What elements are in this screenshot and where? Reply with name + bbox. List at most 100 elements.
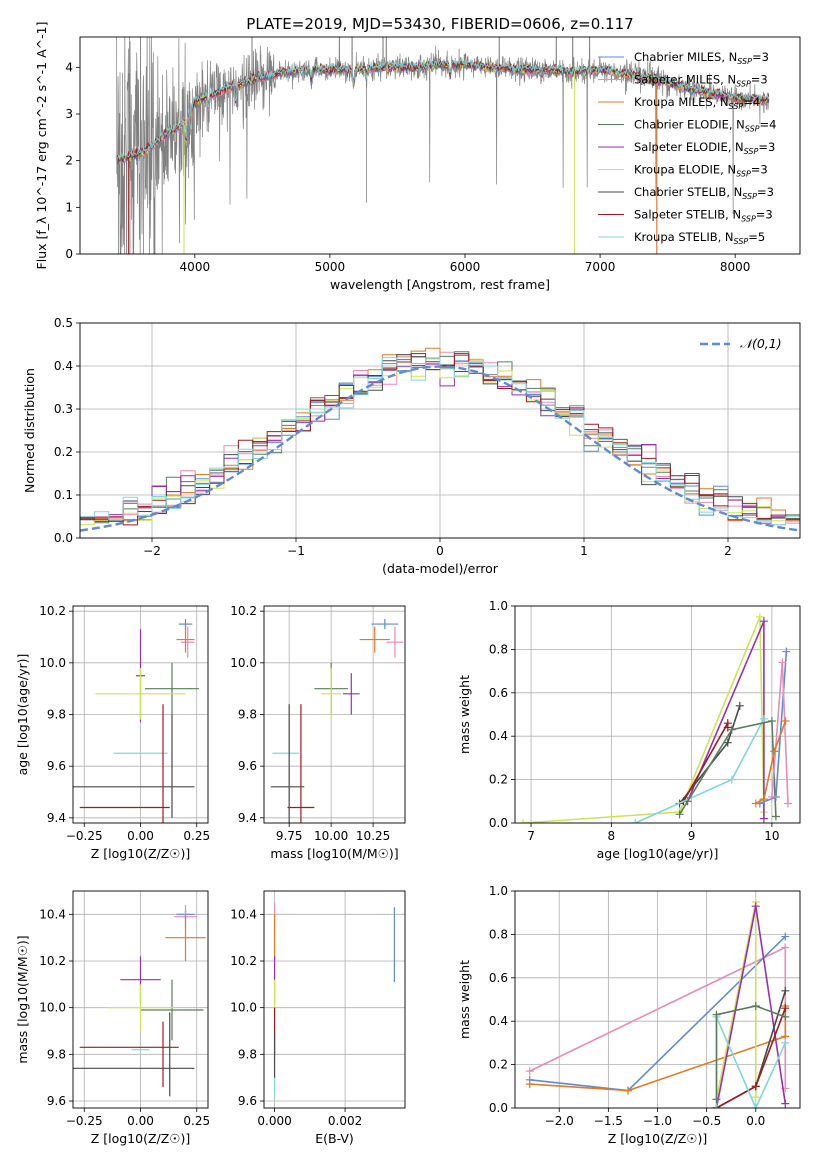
errorbar-point [106, 984, 175, 1031]
x-axis-label: age [log10(age/yr)] [597, 846, 719, 861]
weight-marker [778, 658, 787, 667]
y-tick-label: 0.6 [489, 971, 508, 985]
x-axis-label: Z [log10(Z/Z☉)] [91, 846, 191, 861]
weight-marker [781, 1099, 790, 1108]
y-tick-label: 10.0 [39, 656, 66, 670]
weight-series-line [682, 720, 729, 802]
y-tick-label: 0 [65, 247, 73, 261]
weight-marker [759, 795, 768, 804]
x-tick-label: −2 [143, 544, 161, 558]
y-tick-label: 9.6 [238, 759, 257, 773]
y-tick-label: 10.4 [39, 907, 66, 921]
weight-marker [781, 1012, 790, 1021]
errorbar-point [145, 662, 199, 715]
panel-weight-vs-age: 7 8 9 10 0.0 0.2 0.4 0.6 0.8 1.0 age [log10(age/yr… [457, 599, 801, 861]
x-tick-label: 0.00 [127, 1114, 154, 1128]
x-tick-label: 1 [580, 544, 588, 558]
legend-label: Salpeter ELODIE, NSSP=3 [634, 140, 775, 156]
y-axis-label: mass weight [457, 675, 472, 754]
axes-frame [72, 890, 209, 1109]
y-axis-label: mass weight [457, 960, 472, 1039]
x-tick-label: −2.0 [545, 1114, 574, 1128]
legend-label: 𝒩(0,1) [740, 336, 782, 351]
y-tick-label: 0.5 [54, 316, 73, 330]
weight-marker [782, 647, 791, 656]
y-tick-label: 1.0 [489, 599, 508, 613]
plot-area-spectrum [116, 37, 770, 254]
y-tick-label: 0.4 [54, 359, 73, 373]
weight-marker [781, 932, 790, 941]
model-spectrum [116, 57, 770, 163]
observed-spectrum [116, 37, 770, 254]
y-tick-label: 9.8 [238, 1047, 257, 1061]
x-tick-label: 5000 [315, 260, 346, 274]
y-tick-label: 0.2 [489, 773, 508, 787]
x-tick-label: 10.25 [356, 829, 390, 843]
weight-marker [712, 1095, 721, 1104]
legend-label: Chabrier ELODIE, NSSP=4 [634, 118, 776, 134]
axes-frame [72, 605, 209, 824]
x-tick-label: 4000 [180, 260, 211, 274]
y-tick-label: 9.6 [47, 1094, 66, 1108]
x-axis-label: (data-model)/error [382, 561, 499, 576]
y-tick-label: 10.0 [39, 1001, 66, 1015]
panel-residuals: −2 −1 0 1 2 0.0 0.1 0.2 0.3 0.4 0.5 (data-model)/er… [22, 316, 801, 576]
x-tick-label: −1.0 [643, 1114, 672, 1128]
y-axis-label: Flux [f_λ 10^-17 erg cm^-2 s^-1 A^-1] [34, 22, 49, 270]
weight-marker [751, 1082, 760, 1091]
x-tick-label: 9 [688, 829, 696, 843]
weight-marker [781, 1038, 790, 1047]
y-tick-label: 9.4 [238, 811, 257, 825]
x-tick-label: 0.002 [328, 1114, 362, 1128]
weight-series-line [522, 616, 765, 823]
weight-marker [781, 1004, 790, 1013]
weight-marker [723, 738, 732, 747]
y-tick-label: 10.0 [230, 656, 257, 670]
weight-marker [727, 725, 736, 734]
weight-marker [751, 1093, 760, 1102]
plot-layer: 4000 5000 6000 7000 8000 0 1 2 3 4 wavelength [Ang… [15, 22, 801, 1146]
legend-label: Kroupa STELIB, NSSP=5 [634, 230, 765, 246]
weight-series-line [529, 1006, 787, 1092]
x-tick-label: −0.25 [66, 829, 103, 843]
histogram-step [80, 357, 800, 538]
weight-marker [759, 714, 768, 723]
figure-title: PLATE=2019, MJD=53430, FIBERID=0606, z=0… [246, 15, 633, 33]
y-tick-label: 4 [65, 60, 73, 74]
x-tick-label: 0.000 [257, 1114, 291, 1128]
legend-label: Kroupa ELODIE, NSSP=3 [634, 163, 768, 179]
x-axis-label: Z [log10(Z/Z☉)] [91, 1131, 191, 1146]
x-tick-label: 8000 [720, 260, 751, 274]
weight-marker [771, 812, 780, 821]
y-tick-label: 10.2 [39, 954, 66, 968]
weight-marker [781, 943, 790, 952]
y-tick-label: 1 [65, 200, 73, 214]
y-tick-label: 9.8 [238, 708, 257, 722]
y-tick-label: 0.2 [54, 445, 73, 459]
weight-marker [675, 810, 684, 819]
x-tick-label: 0 [436, 544, 444, 558]
axes-frame [79, 322, 801, 539]
y-tick-label: 10.4 [230, 907, 257, 921]
weight-series-line [715, 901, 757, 1100]
x-tick-label: 0.25 [183, 1114, 210, 1128]
plot-area-age-vs-mass [270, 618, 404, 823]
legend-label: Chabrier STELIB, NSSP=3 [634, 185, 774, 201]
weight-marker [751, 1104, 760, 1108]
y-tick-label: 0.1 [54, 488, 73, 502]
y-tick-label: 0.2 [489, 1058, 508, 1072]
x-tick-label: −1.5 [594, 1114, 623, 1128]
plot-area-weight-vs-Z [525, 897, 790, 1108]
errorbar-point [165, 914, 206, 961]
x-tick-label: 7000 [585, 260, 616, 274]
weight-series-line [686, 620, 765, 819]
weight-marker [727, 775, 736, 784]
y-tick-label: 10.2 [230, 604, 257, 618]
panel-age-vs-mass: 9.75 10.00 10.25 9.4 9.6 9.8 10.0 10.2 mass [log… [230, 604, 406, 861]
errorbar-point [386, 626, 404, 658]
axes-frame [514, 890, 801, 1109]
panel-age-vs-Z: −0.25 0.00 0.25 9.4 9.6 9.8 10.0 10.2 Z [log10(Z… [15, 604, 210, 861]
x-tick-label: −1 [287, 544, 305, 558]
panel-mass-vs-ebv: 0.000 0.002 9.6 9.8 10.0 10.2 10.4 E(B-V) [230, 890, 406, 1146]
weight-marker [770, 747, 779, 756]
